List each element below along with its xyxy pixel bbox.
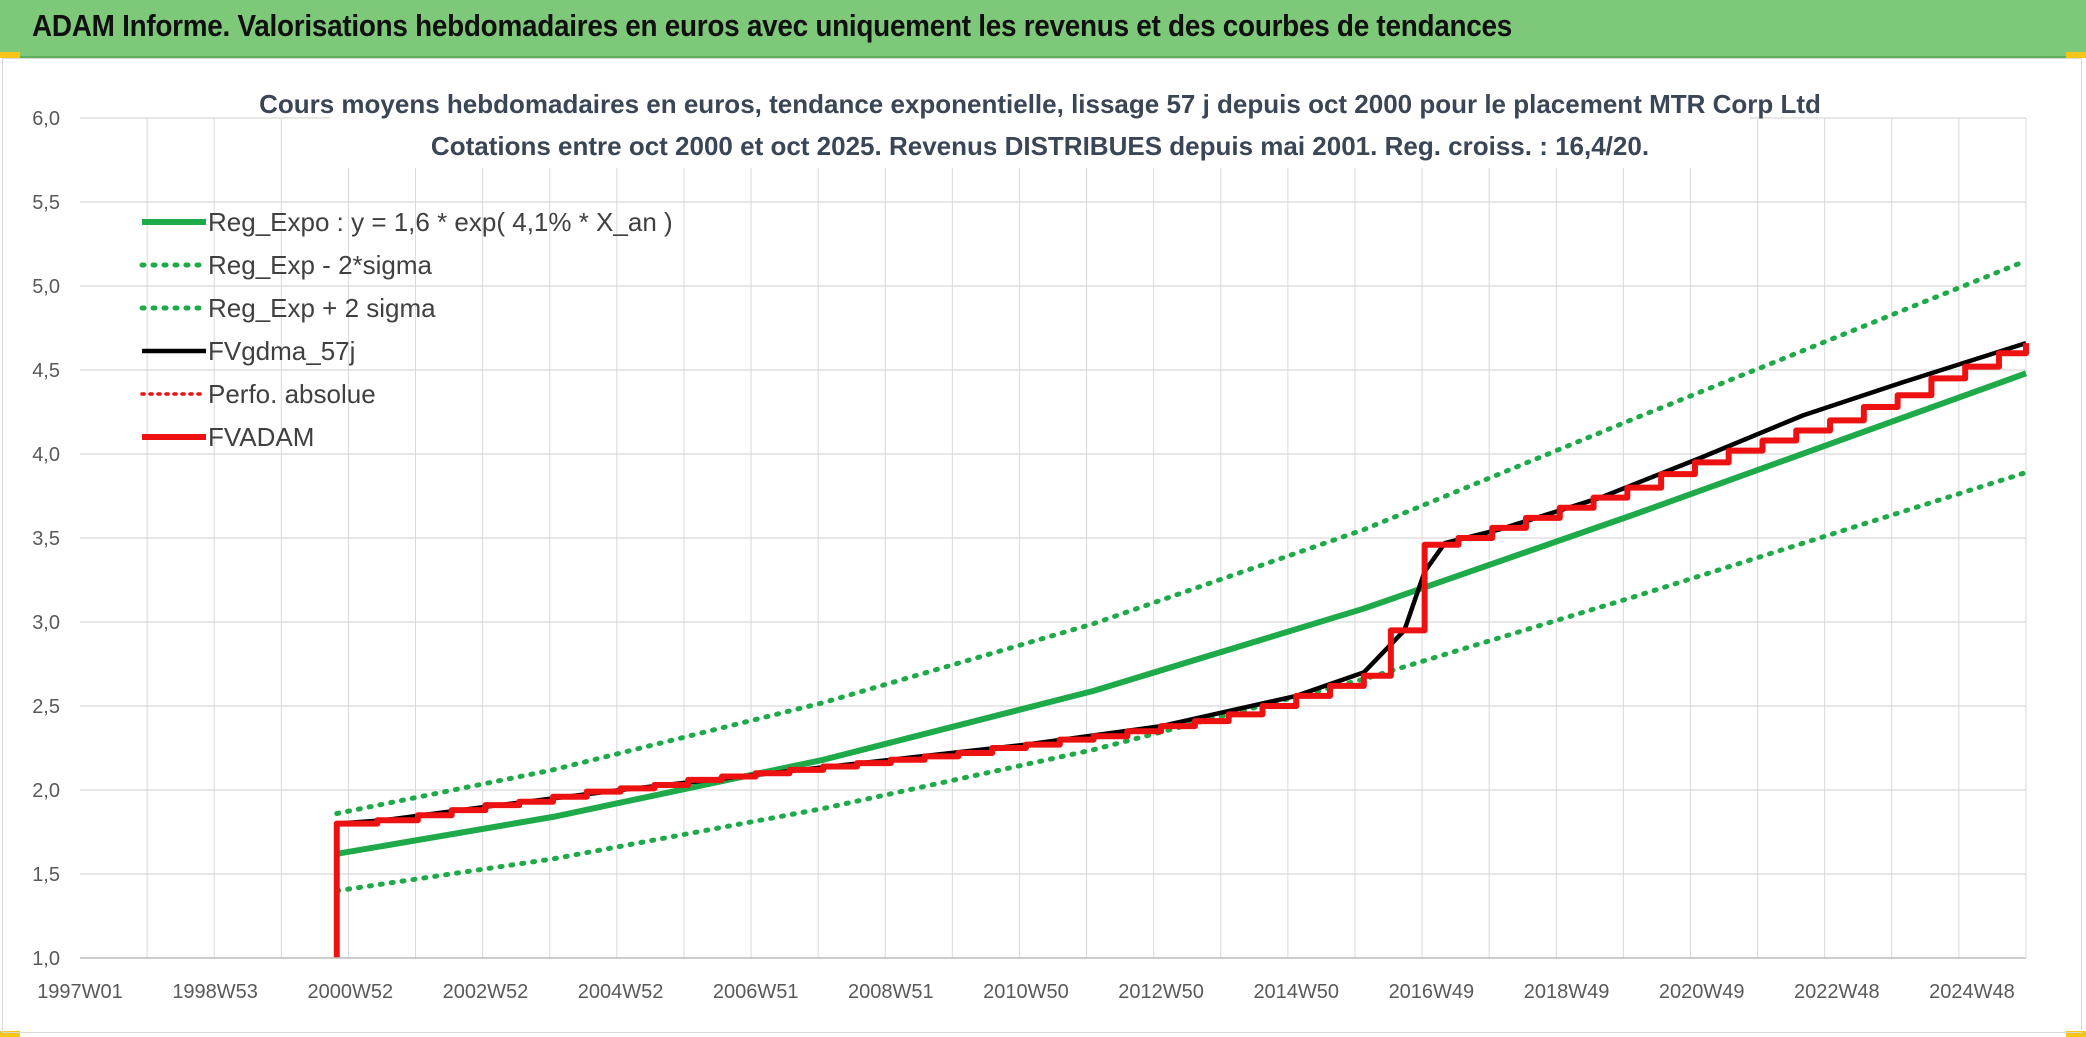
series-line-solid-black bbox=[336, 340, 2027, 826]
series-line-dotted-green bbox=[334, 469, 2029, 894]
series-line-solid-green bbox=[336, 370, 2028, 857]
y-tick-label: 1,0 bbox=[32, 948, 60, 970]
axes: 1,0 1,5 2,0 2,5 3,0 3,5 4,0 4,5 5,0 5,5 6,0 1997W01… bbox=[32, 108, 2026, 1003]
y-tick-label: 1,5 bbox=[32, 864, 60, 886]
report-title: ADAM Informe. Valorisations hebdomadaire… bbox=[32, 8, 1513, 43]
corner-marker-top-right bbox=[2066, 52, 2086, 58]
legend-label: FVgdma_57j bbox=[208, 336, 355, 366]
x-tick-label: 2014W50 bbox=[1253, 981, 1339, 1003]
y-tick-label: 5,0 bbox=[32, 276, 60, 298]
y-tick-label: 3,5 bbox=[32, 528, 60, 550]
legend-label: Perfo. absolue bbox=[208, 379, 376, 409]
legend-label: FVADAM bbox=[208, 422, 314, 452]
chart-frame bbox=[2, 58, 2082, 1033]
series-line-solid-red bbox=[333, 343, 2029, 958]
x-tick-label: 2022W48 bbox=[1794, 981, 1880, 1003]
legend: Reg_Expo : y = 1,6 * exp( 4,1% * X_an ) R… bbox=[139, 207, 673, 452]
y-tick-label: 6,0 bbox=[32, 108, 60, 130]
x-tick-label: 2006W51 bbox=[713, 981, 799, 1003]
series-layer bbox=[333, 258, 2029, 958]
series-line-dotted-green bbox=[334, 258, 2029, 817]
title-background bbox=[330, 98, 1750, 168]
x-tick-label: 2012W50 bbox=[1118, 981, 1204, 1003]
report-banner: ADAM Informe. Valorisations hebdomadaire… bbox=[0, 0, 2086, 58]
y-tick-label: 3,0 bbox=[32, 612, 60, 634]
chart-title-line-1: Cours moyens hebdomadaires en euros, ten… bbox=[259, 89, 1821, 119]
x-tick-label: 2016W49 bbox=[1389, 981, 1475, 1003]
y-tick-label: 4,5 bbox=[32, 360, 60, 382]
x-tick-label: 1998W53 bbox=[172, 981, 258, 1003]
y-tick-label: 4,0 bbox=[32, 444, 60, 466]
x-tick-label: 1997W01 bbox=[37, 981, 123, 1003]
legend-label: Reg_Expo : y = 1,6 * exp( 4,1% * X_an ) bbox=[208, 207, 673, 237]
corner-marker-top-left bbox=[0, 52, 20, 58]
y-tick-label: 5,5 bbox=[32, 192, 60, 214]
grid bbox=[80, 117, 2027, 959]
legend-label: Reg_Exp - 2*sigma bbox=[208, 250, 433, 280]
x-tick-label: 2018W49 bbox=[1524, 981, 1610, 1003]
chart-title-line-2: Cotations entre oct 2000 et oct 2025. Re… bbox=[431, 131, 1649, 161]
x-tick-label: 2002W52 bbox=[443, 981, 529, 1003]
x-tick-label: 2010W50 bbox=[983, 981, 1069, 1003]
x-tick-label: 2020W49 bbox=[1659, 981, 1745, 1003]
x-tick-label: 2004W52 bbox=[578, 981, 664, 1003]
x-tick-label: 2008W51 bbox=[848, 981, 934, 1003]
y-tick-label: 2,0 bbox=[32, 780, 60, 802]
x-tick-label: 2024W48 bbox=[1929, 981, 2015, 1003]
y-tick-label: 2,5 bbox=[32, 696, 60, 718]
x-tick-label: 2000W52 bbox=[307, 981, 393, 1003]
corner-marker-bottom-left bbox=[0, 1031, 20, 1037]
corner-marker-bottom-right bbox=[2066, 1031, 2086, 1037]
legend-label: Reg_Exp + 2 sigma bbox=[208, 293, 436, 323]
